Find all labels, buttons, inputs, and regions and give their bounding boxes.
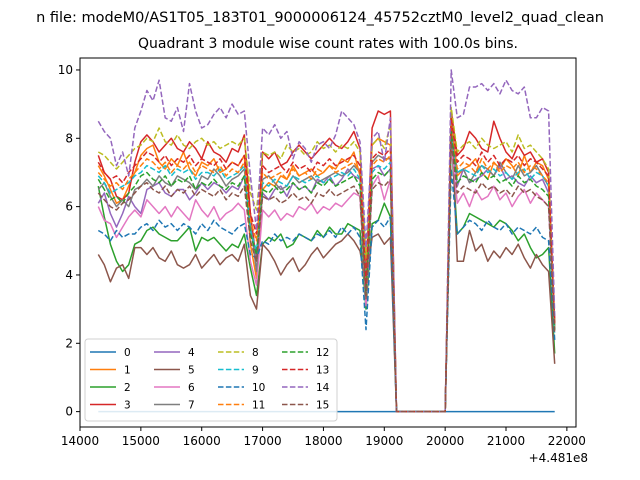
- legend-box: [84, 338, 338, 422]
- legend-label-11: 11: [252, 400, 265, 412]
- series-line-2: [97, 137, 556, 413]
- y-tick-label: 8: [65, 131, 73, 145]
- legend-label-0: 0: [124, 347, 131, 359]
- x-tick-label: 17000: [243, 434, 281, 448]
- legend-label-14: 14: [316, 382, 330, 394]
- x-tick-label: 21000: [487, 434, 525, 448]
- legend-label-9: 9: [252, 365, 259, 377]
- plot-series-group: [97, 69, 556, 413]
- series-line-6: [97, 144, 556, 413]
- series-line-10: [97, 168, 556, 413]
- legend-label-15: 15: [316, 400, 329, 412]
- series-line-15: [97, 140, 556, 413]
- series-line-5: [97, 110, 556, 413]
- legend-label-13: 13: [316, 365, 329, 377]
- y-tick-label: 0: [65, 405, 73, 419]
- x-tick-label: 14000: [61, 434, 99, 448]
- x-tick-label: 19000: [365, 434, 403, 448]
- series-line-11: [97, 123, 556, 413]
- series-line-4: [97, 127, 556, 413]
- chart-title: Quadrant 3 module wise count rates with …: [138, 36, 518, 52]
- legend-label-8: 8: [252, 347, 259, 359]
- series-line-8: [97, 106, 556, 413]
- x-axis: 14000 15000 16000 17000 18000 19000 20000 21000…: [61, 427, 586, 448]
- legend-label-7: 7: [188, 400, 195, 412]
- y-axis: 0 2 4 6 8 10: [58, 63, 80, 419]
- figure-suptitle: n file: modeM0/AS1T05_183T01_9000006124_…: [36, 10, 604, 26]
- legend-label-4: 4: [188, 347, 195, 359]
- x-offset-label: +4.481e8: [528, 451, 588, 465]
- legend-label-2: 2: [124, 382, 131, 394]
- legend-label-5: 5: [188, 365, 195, 377]
- legend-label-12: 12: [316, 347, 329, 359]
- series-line-13: [97, 117, 556, 413]
- y-tick-label: 10: [58, 63, 73, 77]
- legend-label-3: 3: [124, 400, 131, 412]
- x-tick-label: 16000: [183, 434, 221, 448]
- x-tick-label: 18000: [304, 434, 342, 448]
- x-tick-label: 15000: [122, 434, 160, 448]
- x-tick-label: 22000: [548, 434, 586, 448]
- y-tick-label: 4: [65, 268, 73, 282]
- series-line-9: [97, 134, 556, 413]
- series-line-7: [97, 120, 556, 413]
- y-tick-label: 6: [65, 200, 73, 214]
- series-line-14: [97, 69, 556, 413]
- legend-label-1: 1: [124, 365, 131, 377]
- legend-label-10: 10: [252, 382, 265, 394]
- x-tick-label: 20000: [426, 434, 464, 448]
- legend-label-6: 6: [188, 382, 195, 394]
- axes-frame: [79, 57, 577, 428]
- series-line-12: [97, 130, 556, 413]
- y-tick-label: 2: [65, 336, 73, 350]
